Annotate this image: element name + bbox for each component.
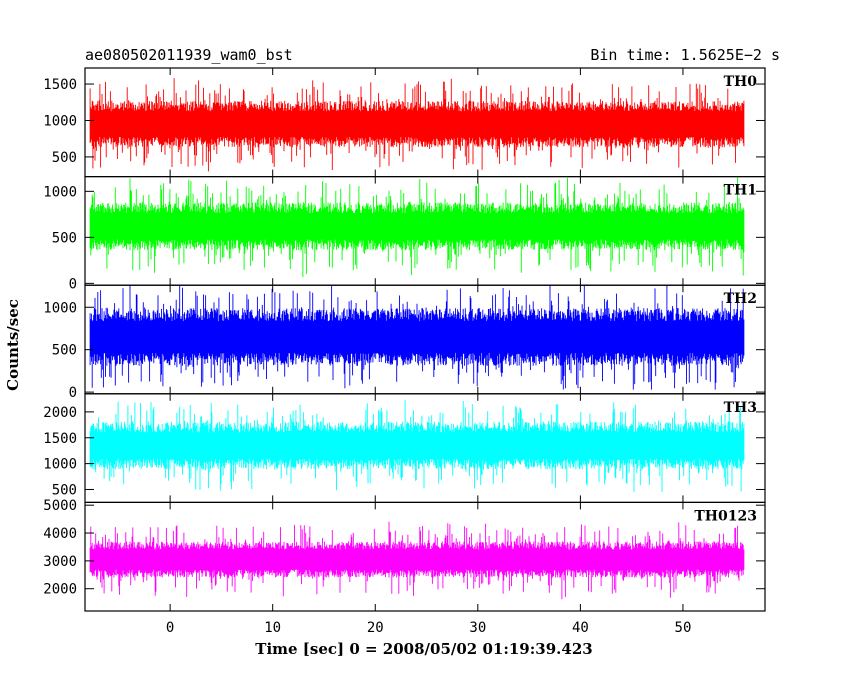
- y-tick-label: 2000: [43, 405, 77, 421]
- bin-time-label: Bin time: 1.5625E−2 s: [590, 46, 780, 64]
- y-tick-label: 500: [52, 150, 77, 166]
- y-tick-label: 1000: [43, 300, 77, 316]
- panel-label-th0123: TH0123: [694, 508, 757, 524]
- x-tick-label: 50: [675, 620, 692, 636]
- x-tick-label: 40: [572, 620, 589, 636]
- x-tick-label: 10: [264, 620, 281, 636]
- series-th0: [89, 78, 745, 172]
- series-th3: [89, 400, 745, 492]
- series-th2: [89, 285, 745, 390]
- panel-frame-th0123: [84, 501, 766, 612]
- y-tick-label: 0: [69, 276, 77, 292]
- y-tick-label: 1500: [43, 77, 77, 93]
- y-tick-label: 1500: [43, 431, 77, 447]
- y-tick-label: 3000: [43, 554, 77, 570]
- y-axis-label: Counts/sec: [4, 299, 22, 391]
- panel-label-th2: TH2: [724, 291, 757, 307]
- y-tick-label: 2000: [43, 582, 77, 598]
- y-tick-label: 1000: [43, 457, 77, 473]
- panel-label-th0: TH0: [724, 74, 758, 90]
- y-tick-label: 0: [69, 385, 77, 401]
- x-tick-label: 30: [469, 620, 486, 636]
- y-tick-label: 500: [52, 343, 77, 359]
- series-th0123: [89, 521, 745, 600]
- y-tick-label: 1000: [43, 184, 77, 200]
- y-tick-label: 500: [52, 230, 77, 246]
- y-tick-label: 5000: [43, 498, 77, 514]
- x-tick-label: 0: [166, 620, 174, 636]
- object-name-title: ae080502011939_wam0_bst: [85, 46, 293, 64]
- y-tick-label: 1000: [43, 113, 77, 129]
- panel-label-th1: TH1: [724, 183, 757, 199]
- series-th1: [89, 176, 745, 278]
- y-tick-label: 4000: [43, 526, 77, 542]
- x-axis-label: Time [sec] 0 = 2008/05/02 01:19:39.423: [255, 640, 592, 658]
- x-tick-label: 20: [367, 620, 384, 636]
- y-tick-label: 500: [52, 482, 77, 498]
- panel-label-th3: TH3: [724, 400, 757, 416]
